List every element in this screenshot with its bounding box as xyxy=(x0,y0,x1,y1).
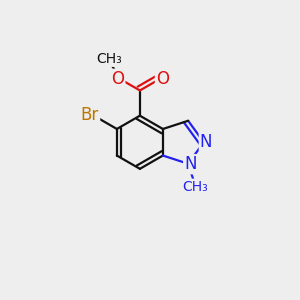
Text: O: O xyxy=(111,70,124,88)
Text: N: N xyxy=(184,155,197,173)
Text: O: O xyxy=(156,70,169,88)
Text: Br: Br xyxy=(81,106,99,124)
Text: CH₃: CH₃ xyxy=(182,180,208,194)
Text: N: N xyxy=(200,133,212,151)
Text: CH₃: CH₃ xyxy=(97,52,122,66)
